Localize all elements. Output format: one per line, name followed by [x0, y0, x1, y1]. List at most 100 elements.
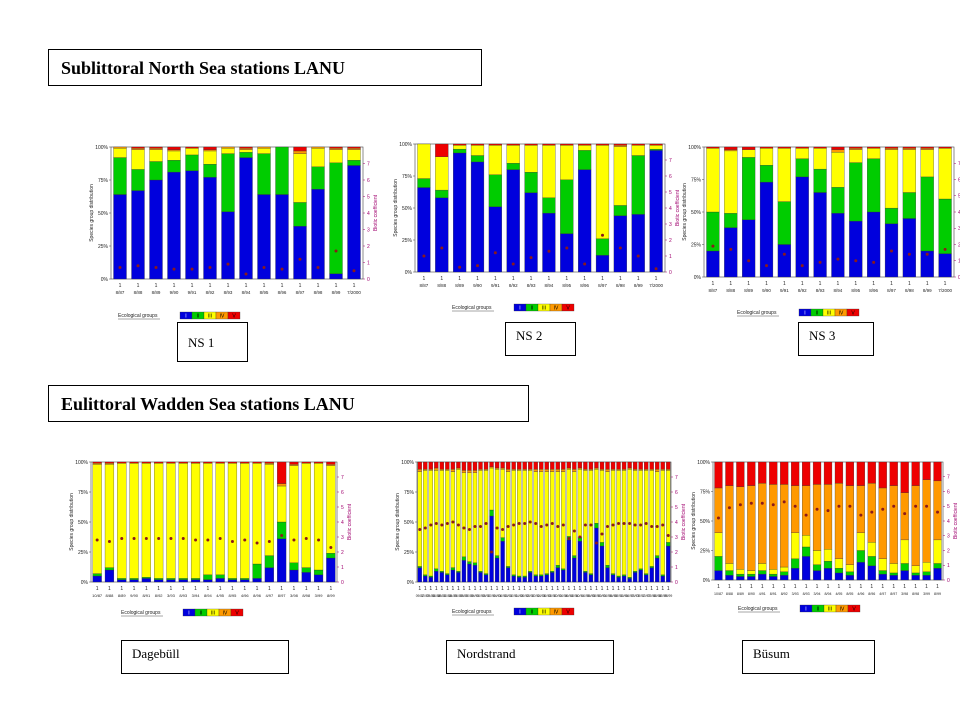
bar-segment [856, 550, 865, 563]
x-tick-count: 1 [137, 283, 140, 289]
biotic-point [422, 254, 426, 258]
legend-label: Ecological groups [452, 609, 492, 615]
bar-segment [660, 461, 665, 470]
biotic-point [434, 522, 438, 525]
bar-segment [494, 467, 500, 470]
bar-segment [450, 461, 456, 470]
bar-segment [588, 573, 594, 575]
bar-segment [736, 573, 745, 577]
bar-segment [856, 461, 865, 486]
bar-segment [594, 469, 599, 524]
x-tick-label: 8/95 [562, 283, 571, 288]
y2-tick-label: 7 [947, 475, 950, 481]
chart-dagebuell: 0% 25% 50% 75% 100% 0 1 2 3 4 5 6 7 Species group dis… [69, 460, 353, 617]
x-tick-count: 1 [805, 584, 808, 590]
bar-segment [500, 537, 505, 542]
x-tick-count: 1 [490, 586, 493, 592]
bar-segment [141, 463, 151, 578]
bar-segment [747, 573, 756, 577]
y2-axis-label: Biotic coefficient [675, 189, 681, 226]
bar-segment [190, 578, 201, 580]
biotic-point [892, 504, 896, 508]
bar-segment [149, 146, 163, 149]
y-axis-label: Species group distribution [682, 183, 688, 241]
biotic-point [451, 520, 455, 524]
bar-segment [649, 148, 663, 151]
y2-tick-label: 3 [367, 227, 370, 233]
bar-segment [616, 461, 621, 470]
x-tick-label: 8/99 [634, 283, 643, 288]
bar-segment [627, 577, 632, 579]
bar-segment [311, 148, 325, 167]
bar-segment [834, 568, 844, 574]
x-tick-label: 10/87 [421, 594, 429, 598]
x-tick-count: 1 [584, 586, 587, 592]
y2-tick-label: 3 [675, 535, 678, 541]
x-tick-count: 1 [628, 586, 631, 592]
x-tick-count: 1 [231, 586, 234, 592]
y2-tick-label: 0 [958, 275, 960, 281]
bar-segment [578, 150, 592, 170]
bar-segment [311, 146, 325, 149]
y2-tick-label: 5 [341, 505, 344, 511]
biotic-point [583, 523, 587, 527]
x-tick-count: 1 [816, 584, 819, 590]
y-tick-label: 75% [78, 490, 89, 496]
bar-segment [812, 461, 822, 485]
biotic-point [870, 510, 874, 514]
legend-group-label: IV [840, 607, 845, 613]
bar-segment [203, 461, 213, 464]
bar-segment [450, 569, 456, 583]
bar-segment [759, 146, 774, 149]
bar-segment [528, 572, 533, 583]
bar-segment [660, 574, 665, 577]
legend-group-label: V [566, 306, 570, 312]
bar-segment [758, 563, 767, 571]
bar-segment [417, 566, 422, 568]
bar-segment [417, 187, 431, 273]
bar-segment [190, 579, 201, 583]
biotic-point [633, 523, 637, 527]
bar-segment [867, 158, 881, 213]
bar-segment [736, 486, 745, 570]
bar-segment [506, 143, 520, 146]
bar-segment [203, 150, 217, 165]
bar-segment [544, 469, 549, 472]
bar-segment [813, 168, 827, 193]
bar-segment [141, 578, 151, 583]
bar-segment [445, 573, 450, 575]
bar-segment [747, 461, 756, 486]
bar-segment [933, 539, 942, 564]
bar-segment [539, 574, 544, 577]
x-tick-label: 06/94 [565, 594, 573, 598]
bar-segment [644, 461, 649, 470]
bar-segment [533, 461, 538, 470]
bar-segment [605, 567, 610, 583]
bar-segment [758, 573, 767, 581]
bar-segment [769, 484, 778, 570]
bar-segment [616, 469, 621, 471]
plot-frame [110, 146, 364, 280]
x-tick-label: 8/99 [332, 290, 341, 295]
bar-segment [277, 461, 287, 484]
bar-segment [938, 253, 952, 278]
bar-segment [141, 461, 151, 464]
bar-segment [725, 485, 734, 564]
biotic-point [169, 537, 173, 540]
station-label-ns1: NS 1 [177, 322, 248, 362]
y-tick-label: 100% [399, 142, 412, 148]
x-tick-label: 8/98 [302, 593, 311, 598]
y-tick-label: 0% [407, 580, 415, 586]
bar-segment [706, 250, 720, 278]
bar-segment [902, 148, 916, 150]
bar-segment [489, 515, 494, 583]
legend-group-label: V [232, 314, 236, 320]
bar-segment [528, 571, 533, 573]
bar-segment [428, 469, 433, 471]
bar-segment [483, 574, 489, 583]
x-tick-label: 04/89 [449, 594, 457, 598]
biotic-point [484, 522, 488, 525]
bar-segment [417, 469, 422, 472]
bar-segment [555, 471, 560, 566]
bar-segment [104, 569, 115, 583]
